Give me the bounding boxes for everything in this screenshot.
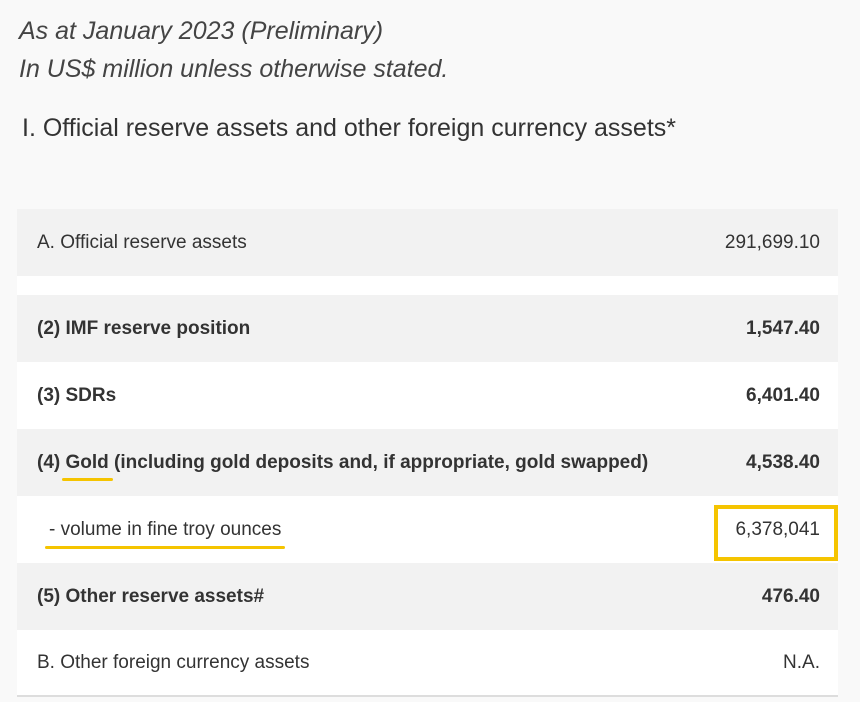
report-meta: As at January 2023 (Preliminary) In US$ … bbox=[19, 12, 448, 88]
row-label: (2) IMF reserve position bbox=[37, 318, 250, 340]
row-label-text: IMF reserve position bbox=[65, 317, 251, 339]
table-row: (4) Gold (including gold deposits and, i… bbox=[17, 429, 838, 496]
row-label: A. Official reserve assets bbox=[37, 231, 247, 253]
report-date: As at January 2023 (Preliminary) bbox=[19, 17, 384, 45]
row-prefix: (4) bbox=[37, 451, 66, 473]
table-row: - volume in fine troy ounces 6,378,041 bbox=[17, 496, 838, 563]
row-value: 6,378,041 bbox=[735, 518, 820, 540]
highlight-box bbox=[714, 505, 838, 561]
row-label-text: SDRs bbox=[65, 384, 117, 406]
row-label-suffix: (including gold deposits and, if appropr… bbox=[108, 451, 649, 473]
row-prefix: (2) bbox=[37, 317, 66, 339]
volume-highlighted-label: - volume in fine troy ounces bbox=[44, 518, 286, 549]
row-label: B. Other foreign currency assets bbox=[37, 651, 310, 673]
table-row: A. Official reserve assets 291,699.10 bbox=[17, 209, 838, 276]
table-row: (5) Other reserve assets# 476.40 bbox=[17, 563, 838, 630]
row-label: (4) Gold (including gold deposits and, i… bbox=[37, 452, 648, 474]
row-label-text: Other reserve assets# bbox=[65, 585, 265, 607]
row-value: 4,538.40 bbox=[746, 451, 820, 473]
reserve-table: A. Official reserve assets 291,699.10 (2… bbox=[17, 209, 838, 697]
row-prefix: (5) bbox=[37, 585, 66, 607]
row-value: 6,401.40 bbox=[746, 384, 820, 406]
table-row: B. Other foreign currency assets N.A. bbox=[17, 630, 838, 697]
row-label: (3) SDRs bbox=[37, 385, 116, 407]
row-value: 1,547.40 bbox=[746, 317, 820, 339]
section-title: I. Official reserve assets and other for… bbox=[22, 114, 677, 142]
row-prefix: (3) bbox=[37, 384, 66, 406]
row-value: N.A. bbox=[783, 651, 820, 673]
row-value: 476.40 bbox=[761, 585, 820, 607]
report-unit: In US$ million unless otherwise stated. bbox=[19, 55, 449, 83]
table-row: (2) IMF reserve position 1,547.40 bbox=[17, 295, 838, 362]
gold-highlighted-label: Gold bbox=[65, 451, 109, 473]
row-label: (5) Other reserve assets# bbox=[37, 586, 264, 608]
table-row: (3) SDRs 6,401.40 bbox=[17, 362, 838, 429]
row-value: 291,699.10 bbox=[724, 231, 820, 253]
spacer bbox=[17, 276, 838, 295]
